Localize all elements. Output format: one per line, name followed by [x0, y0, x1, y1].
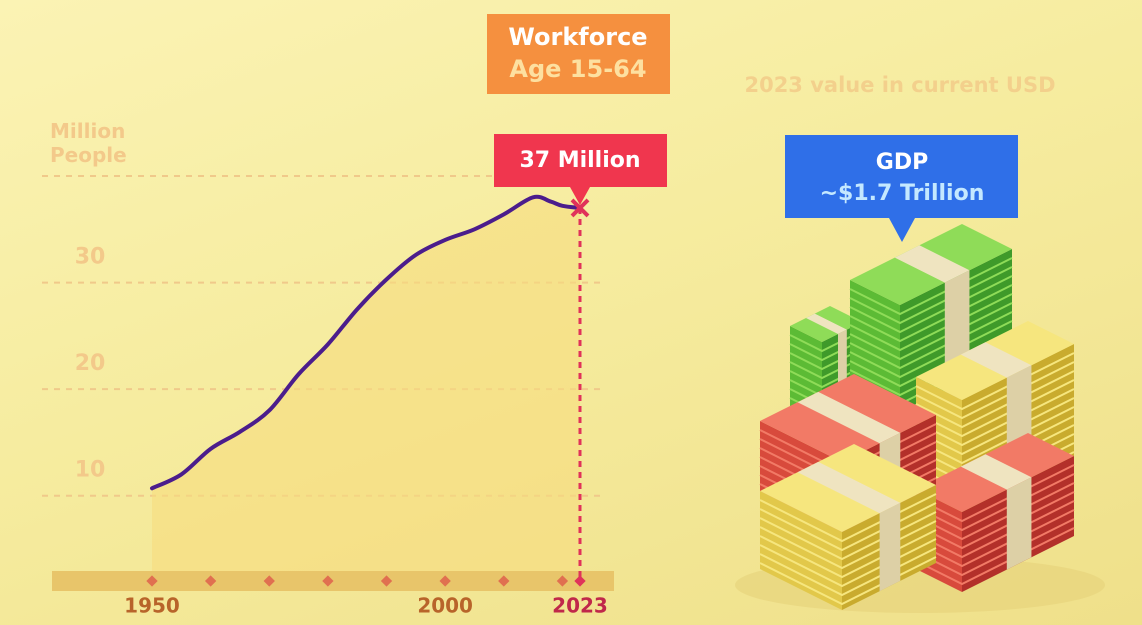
x-tick-mark	[498, 575, 510, 587]
stack-stripe	[849, 302, 1013, 361]
x-tick-label: 2023	[552, 594, 608, 618]
x-tick-mark	[263, 575, 275, 587]
stack-stripe	[759, 511, 937, 561]
stack-strap	[797, 461, 901, 514]
stack-stripe	[849, 266, 1013, 325]
x-tick-mark	[204, 575, 217, 587]
stack-stripe	[849, 320, 1013, 379]
stack-stripe	[759, 502, 937, 552]
area	[152, 196, 580, 581]
stack-stripe	[759, 538, 937, 588]
stack-strap	[797, 391, 901, 444]
gdp-note: 2023 value in current USD	[744, 73, 1055, 97]
annotation-box	[494, 134, 667, 205]
series-box	[487, 14, 670, 94]
stack-strap	[894, 245, 970, 283]
stack-stripe	[915, 527, 1075, 586]
x-tick-label: 2000	[417, 594, 473, 618]
y-axis-label: Million People	[50, 119, 127, 167]
stack-stripe	[759, 547, 937, 597]
y-tick-label: 10	[75, 458, 106, 483]
stack-stripe	[789, 348, 863, 371]
stack-stripe	[915, 361, 1075, 420]
end-marker	[570, 198, 590, 218]
stack-stripe	[789, 339, 863, 362]
stack-stripe	[789, 330, 863, 353]
stack-strap	[1006, 477, 1032, 570]
money-stacks	[735, 224, 1105, 613]
stack-strap	[879, 502, 901, 592]
stack-stripe	[849, 311, 1013, 370]
stack-stripe	[915, 352, 1075, 411]
series-note: Age 15-64	[509, 55, 646, 83]
stack-stripe	[849, 284, 1013, 343]
line	[150, 194, 582, 491]
gdp-value: ~$1.7 Trillion	[820, 181, 985, 206]
stack-stripe	[849, 257, 1013, 316]
y-tick-label: 20	[75, 351, 106, 376]
stack-stripe	[849, 275, 1013, 334]
x-tick-mark	[574, 575, 586, 587]
stack-stripe	[915, 370, 1075, 429]
stack-stripe	[789, 357, 863, 380]
gdp-box	[785, 135, 1018, 242]
x-tick-mark	[556, 575, 569, 587]
stack-stripe	[759, 493, 937, 543]
x-tick-mark	[439, 575, 451, 587]
stack-stripe	[849, 293, 1013, 352]
stack-strap	[960, 342, 1032, 378]
gdp-title: GDP	[876, 150, 928, 175]
stack-stripe	[759, 556, 937, 606]
x-tick-mark	[146, 575, 158, 587]
stack-strap	[806, 313, 847, 334]
y-tick-label: 30	[75, 245, 106, 270]
stack-stripe	[759, 520, 937, 570]
x-tick-label: 1950	[124, 594, 180, 618]
x-tick-mark	[322, 575, 334, 587]
stack-stripe	[759, 529, 937, 579]
stack-stripe	[789, 366, 863, 389]
series-name: Workforce	[508, 23, 647, 51]
annotation: 37 Million	[519, 148, 640, 173]
stack-strap	[960, 454, 1032, 490]
x-tick-mark	[380, 575, 393, 587]
stack-left	[760, 491, 842, 610]
